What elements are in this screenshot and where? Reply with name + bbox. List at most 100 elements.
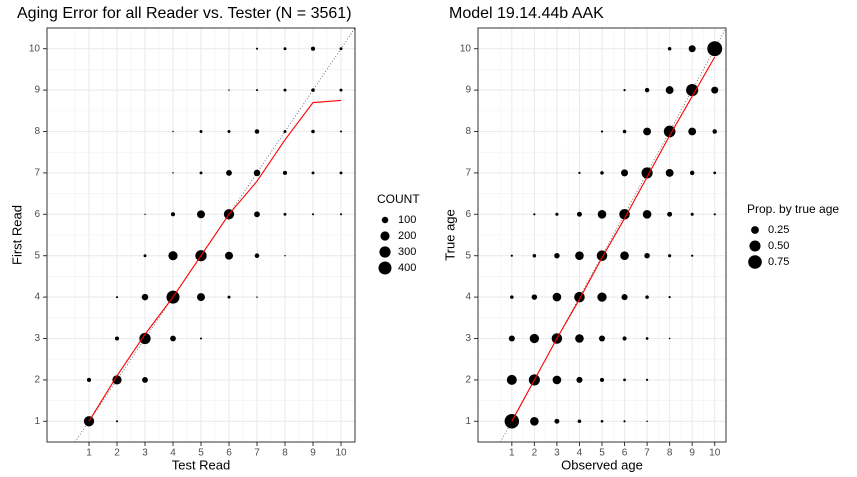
point [668, 254, 672, 258]
point [139, 332, 151, 345]
point [599, 377, 605, 382]
point [667, 46, 672, 51]
x-tick-label: 1 [86, 448, 92, 459]
point [339, 47, 343, 51]
point [255, 89, 259, 92]
point [143, 254, 147, 258]
y-tick-label: 7 [465, 168, 471, 179]
point [86, 377, 92, 382]
point [619, 209, 630, 220]
y-tick-label: 5 [34, 250, 40, 261]
x-tick-label: 4 [577, 448, 583, 459]
y-tick-label: 2 [34, 375, 40, 386]
y-tick-label: 8 [465, 126, 471, 137]
y-tick-label: 9 [34, 85, 40, 96]
legend-key [749, 240, 761, 252]
legend-key [381, 216, 389, 224]
point [225, 251, 233, 260]
point [712, 129, 717, 134]
point [311, 171, 315, 175]
point [597, 292, 607, 302]
point [554, 252, 560, 259]
fit-line [88, 99, 342, 422]
point [623, 88, 626, 92]
y-tick-label: 7 [34, 168, 40, 179]
point [597, 209, 607, 219]
point [665, 86, 674, 95]
point [575, 334, 584, 343]
point [506, 374, 517, 385]
x-tick-label: 6 [622, 448, 628, 459]
point [254, 253, 260, 258]
point [168, 251, 178, 261]
point [227, 295, 231, 299]
point [283, 88, 287, 92]
y-axis-label: True age [442, 209, 457, 261]
point [621, 169, 629, 177]
point [621, 294, 628, 301]
point [554, 418, 560, 424]
point [577, 419, 582, 424]
point [510, 295, 514, 299]
x-tick-label: 6 [226, 448, 232, 459]
x-tick-label: 7 [254, 448, 260, 459]
point [142, 376, 148, 383]
point [339, 88, 343, 92]
point [668, 295, 671, 299]
point [529, 333, 540, 344]
point [689, 170, 695, 176]
legend-title: COUNT [377, 192, 420, 206]
point [622, 129, 627, 134]
y-tick-label: 5 [465, 250, 471, 261]
point [283, 130, 287, 133]
point [508, 335, 515, 342]
fit-line [511, 56, 716, 422]
point [686, 84, 699, 97]
point [170, 335, 176, 342]
chart-title: Aging Error for all Reader vs. Tester (N… [17, 5, 352, 22]
point [713, 213, 716, 216]
point [707, 41, 723, 57]
point [688, 127, 697, 136]
point [665, 168, 674, 177]
point [552, 292, 562, 302]
point [531, 294, 538, 300]
point [339, 213, 343, 216]
point [170, 212, 176, 217]
point [644, 252, 650, 259]
point [112, 375, 122, 385]
point [310, 46, 316, 51]
point [623, 420, 626, 423]
point [141, 293, 149, 301]
point [642, 209, 652, 219]
legend-key [380, 231, 390, 241]
point [172, 130, 174, 133]
point [641, 167, 653, 179]
point [283, 212, 287, 216]
y-tick-label: 1 [34, 416, 40, 427]
point [598, 335, 606, 342]
y-tick-label: 4 [465, 292, 471, 303]
point [253, 169, 261, 177]
legend-label: 100 [398, 214, 416, 226]
point [339, 130, 343, 133]
y-tick-label: 10 [460, 43, 472, 54]
point [226, 169, 232, 176]
x-tick-label: 10 [335, 448, 347, 459]
x-tick-label: 9 [310, 448, 316, 459]
point [510, 254, 513, 257]
y-tick-label: 2 [465, 375, 471, 386]
y-axis-label: First Read [9, 205, 24, 265]
point [199, 337, 203, 340]
legend-label: 300 [398, 246, 416, 258]
point [711, 86, 719, 94]
plot-area [478, 28, 726, 442]
point [282, 170, 288, 175]
legend-key [378, 261, 392, 275]
legend-label: 200 [398, 230, 416, 242]
legend-label: 0.50 [768, 240, 789, 252]
y-tick-label: 4 [34, 292, 40, 303]
x-tick-label: 3 [554, 448, 560, 459]
x-tick-label: 3 [142, 448, 148, 459]
